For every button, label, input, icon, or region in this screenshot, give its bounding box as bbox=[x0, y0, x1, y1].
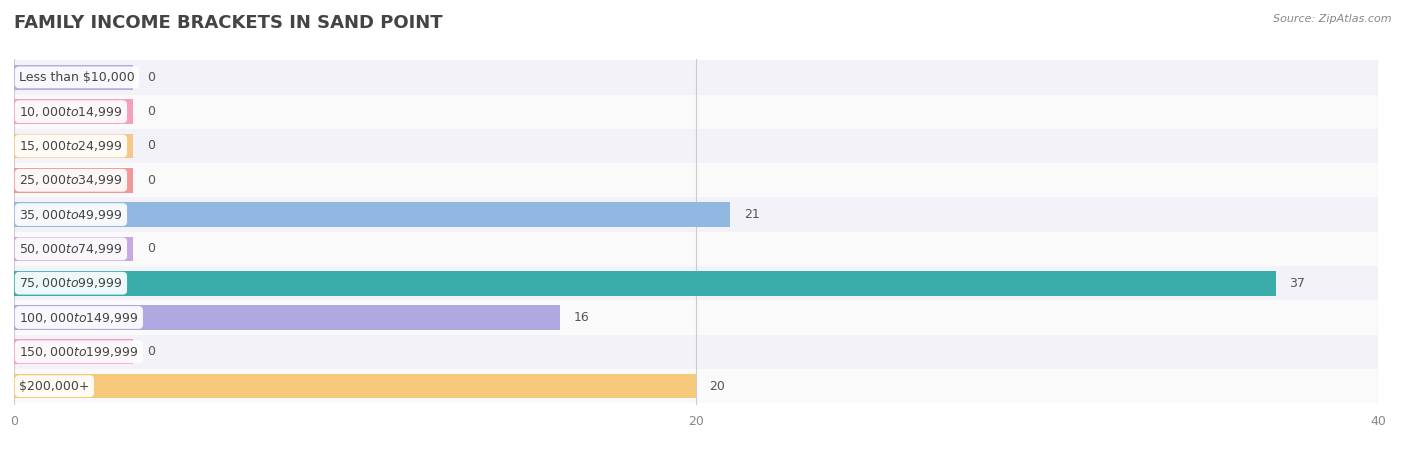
Bar bbox=[14, 99, 134, 124]
Text: 37: 37 bbox=[1289, 277, 1305, 290]
Bar bbox=[14, 232, 1378, 266]
Text: $25,000 to $34,999: $25,000 to $34,999 bbox=[20, 173, 122, 187]
Text: 21: 21 bbox=[744, 208, 759, 221]
Text: 0: 0 bbox=[148, 105, 155, 118]
Text: 0: 0 bbox=[148, 140, 155, 153]
Bar bbox=[14, 335, 1378, 369]
Bar bbox=[14, 369, 1378, 403]
Text: 0: 0 bbox=[148, 174, 155, 187]
Bar bbox=[14, 163, 1378, 198]
Text: $150,000 to $199,999: $150,000 to $199,999 bbox=[20, 345, 139, 359]
Text: $100,000 to $149,999: $100,000 to $149,999 bbox=[20, 310, 139, 324]
Text: Less than $10,000: Less than $10,000 bbox=[20, 71, 135, 84]
Text: 0: 0 bbox=[148, 345, 155, 358]
Text: $200,000+: $200,000+ bbox=[20, 380, 90, 393]
Text: 20: 20 bbox=[710, 380, 725, 393]
Bar bbox=[14, 300, 1378, 335]
Bar bbox=[14, 237, 134, 261]
Bar bbox=[14, 168, 134, 193]
Bar bbox=[14, 271, 1275, 296]
Bar bbox=[14, 94, 1378, 129]
Text: $10,000 to $14,999: $10,000 to $14,999 bbox=[20, 105, 122, 119]
Bar bbox=[14, 134, 134, 158]
Text: Source: ZipAtlas.com: Source: ZipAtlas.com bbox=[1274, 14, 1392, 23]
Text: 16: 16 bbox=[574, 311, 589, 324]
Text: $75,000 to $99,999: $75,000 to $99,999 bbox=[20, 276, 122, 290]
Bar bbox=[14, 60, 1378, 94]
Bar bbox=[14, 129, 1378, 163]
Bar bbox=[14, 198, 1378, 232]
Text: $50,000 to $74,999: $50,000 to $74,999 bbox=[20, 242, 122, 256]
Bar bbox=[14, 202, 730, 227]
Text: 0: 0 bbox=[148, 243, 155, 256]
Bar bbox=[14, 374, 696, 399]
Text: $15,000 to $24,999: $15,000 to $24,999 bbox=[20, 139, 122, 153]
Bar bbox=[14, 65, 134, 90]
Bar bbox=[14, 305, 560, 330]
Text: 0: 0 bbox=[148, 71, 155, 84]
Bar bbox=[14, 339, 134, 364]
Text: $35,000 to $49,999: $35,000 to $49,999 bbox=[20, 207, 122, 221]
Text: FAMILY INCOME BRACKETS IN SAND POINT: FAMILY INCOME BRACKETS IN SAND POINT bbox=[14, 14, 443, 32]
Bar bbox=[14, 266, 1378, 300]
